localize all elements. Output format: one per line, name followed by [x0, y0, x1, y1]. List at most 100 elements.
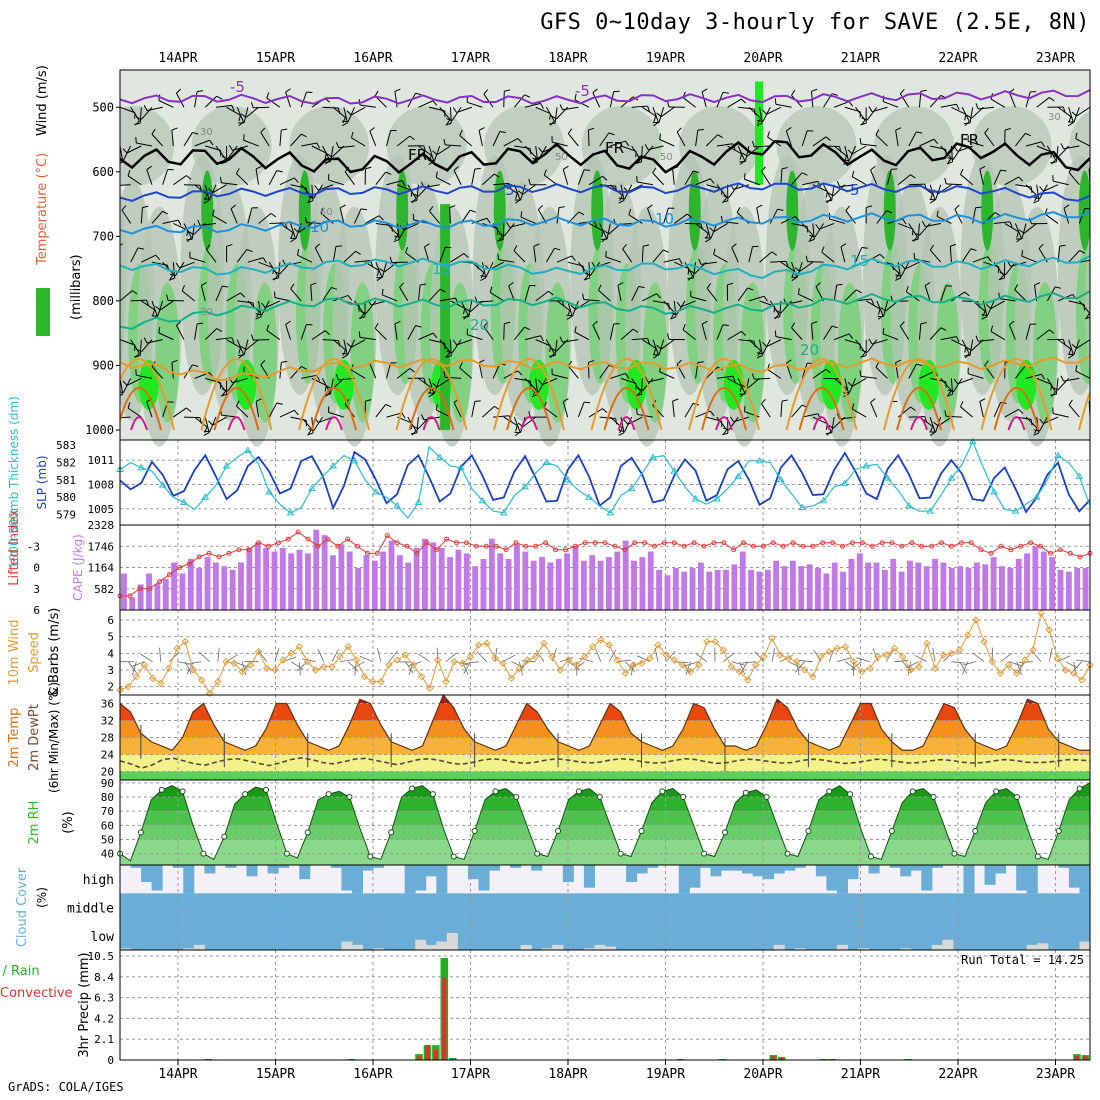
wind-barb-flag [538, 379, 543, 385]
rh-shade [971, 106, 1052, 186]
cape-bar [304, 553, 311, 610]
wind-barb-flag [940, 327, 947, 331]
wind-barb-flag [801, 172, 808, 176]
wind-barb [852, 145, 867, 155]
credit-label: GrADS: COLA/IGES [8, 1080, 124, 1094]
li-point [285, 536, 291, 542]
ylabel-part: Temperature (°C) [35, 153, 50, 266]
wind-barb [556, 255, 572, 263]
wind-barb-flag [216, 328, 223, 332]
wind-barb-flag [740, 98, 746, 104]
cape-bar [1082, 568, 1089, 610]
wind-barb [844, 289, 857, 302]
wind-barb [226, 106, 241, 116]
wind-barb-flag [899, 88, 905, 95]
wind-barb-flag [1009, 320, 1015, 326]
wind-barb [640, 378, 643, 395]
wind-barb [577, 401, 585, 418]
wind-barb-flag [151, 128, 156, 135]
wind-barb-flag [432, 150, 438, 156]
cloud-axis-label: (%) [35, 887, 49, 908]
wind-barb [993, 169, 1002, 185]
wind10-point [385, 661, 393, 669]
wind-barb-flag [307, 432, 314, 436]
wind10-point [328, 662, 336, 671]
wind-barb [705, 134, 718, 147]
wind-barb-flag [821, 246, 825, 253]
cape-bar [923, 566, 930, 610]
thickness-axis-label: 1000-500mb Thickness (dm) [7, 396, 21, 569]
wind-barb [870, 402, 878, 418]
wind-barb-10m [828, 648, 835, 662]
wind-barb-flag [870, 398, 876, 403]
wind-barb-10m [417, 653, 430, 662]
wind-barb-flag [953, 378, 959, 385]
wind-barb [435, 409, 451, 418]
high-cloud-bar [794, 865, 806, 868]
high-cloud-bar [784, 865, 796, 871]
wind-barb [855, 339, 866, 353]
wind-barb [610, 372, 626, 379]
wind-barb [605, 256, 622, 263]
cape-bar [789, 560, 796, 610]
wind-barb [498, 259, 515, 263]
thickness-point [734, 472, 743, 479]
wind-barb [159, 300, 174, 311]
wind10-point [1037, 609, 1045, 618]
cape-tick-label: 1164 [88, 562, 115, 575]
wind-barb-flag [469, 209, 476, 213]
wind10-point [401, 651, 410, 659]
wind10-point [1053, 654, 1062, 663]
wind-barb [567, 133, 579, 147]
wind-barb-flag [933, 138, 939, 145]
wind-barb-flag [827, 192, 834, 197]
wind-barb-flag [584, 169, 591, 171]
slp-tick-label: 1005 [88, 503, 115, 516]
isotherm-35-dome [1007, 416, 1026, 431]
wind-barb [848, 378, 856, 394]
wind-barb-flag [791, 276, 798, 282]
wind-barb [661, 339, 675, 350]
wind-barb [350, 106, 366, 116]
contour-label: 15 [850, 252, 869, 270]
date-label-top: 21APR [841, 51, 880, 66]
wind-barb-flag [794, 216, 800, 222]
wind-barb [833, 377, 847, 389]
wind-barb [1052, 180, 1069, 186]
cape-bar [1040, 551, 1047, 610]
wind-barb-flag [192, 364, 199, 367]
wind-barb [801, 223, 814, 236]
li-point [543, 540, 549, 546]
cape-bar [413, 547, 420, 610]
wind-barb [819, 222, 835, 230]
wind-barb [574, 331, 590, 341]
wind-barb-flag [763, 295, 768, 302]
high-cloud-bar [889, 865, 901, 868]
wind-barb [146, 339, 163, 344]
high-cloud-bar [141, 865, 153, 882]
wind-barb [453, 170, 462, 185]
date-label-bottom: 17APR [451, 1067, 490, 1082]
wind-barb-10m [685, 661, 691, 675]
wind-barb [812, 136, 827, 147]
wind-barb-flag [574, 93, 577, 100]
wind-barb-flag [929, 431, 936, 437]
wind-barb-flag [964, 291, 970, 297]
rh-point [388, 829, 395, 836]
wind-barb [227, 378, 238, 392]
wind-barb-flag [335, 245, 342, 247]
wind10-point [613, 656, 621, 664]
contour-label: 10 [655, 210, 674, 228]
low-cloud-bar [942, 939, 954, 950]
li-point [127, 593, 133, 599]
wind-barb-flag [498, 233, 505, 237]
wind-barb-flag [127, 169, 131, 176]
cape-bar [873, 562, 880, 610]
wind-barb-flag [723, 195, 730, 199]
wind-barb-flag [341, 122, 348, 127]
wind-barb-flag [235, 400, 240, 407]
wind10-point [1012, 669, 1021, 678]
wind-barb-flag [385, 171, 392, 175]
li-point [750, 543, 756, 549]
high-cloud-bar [436, 865, 448, 894]
